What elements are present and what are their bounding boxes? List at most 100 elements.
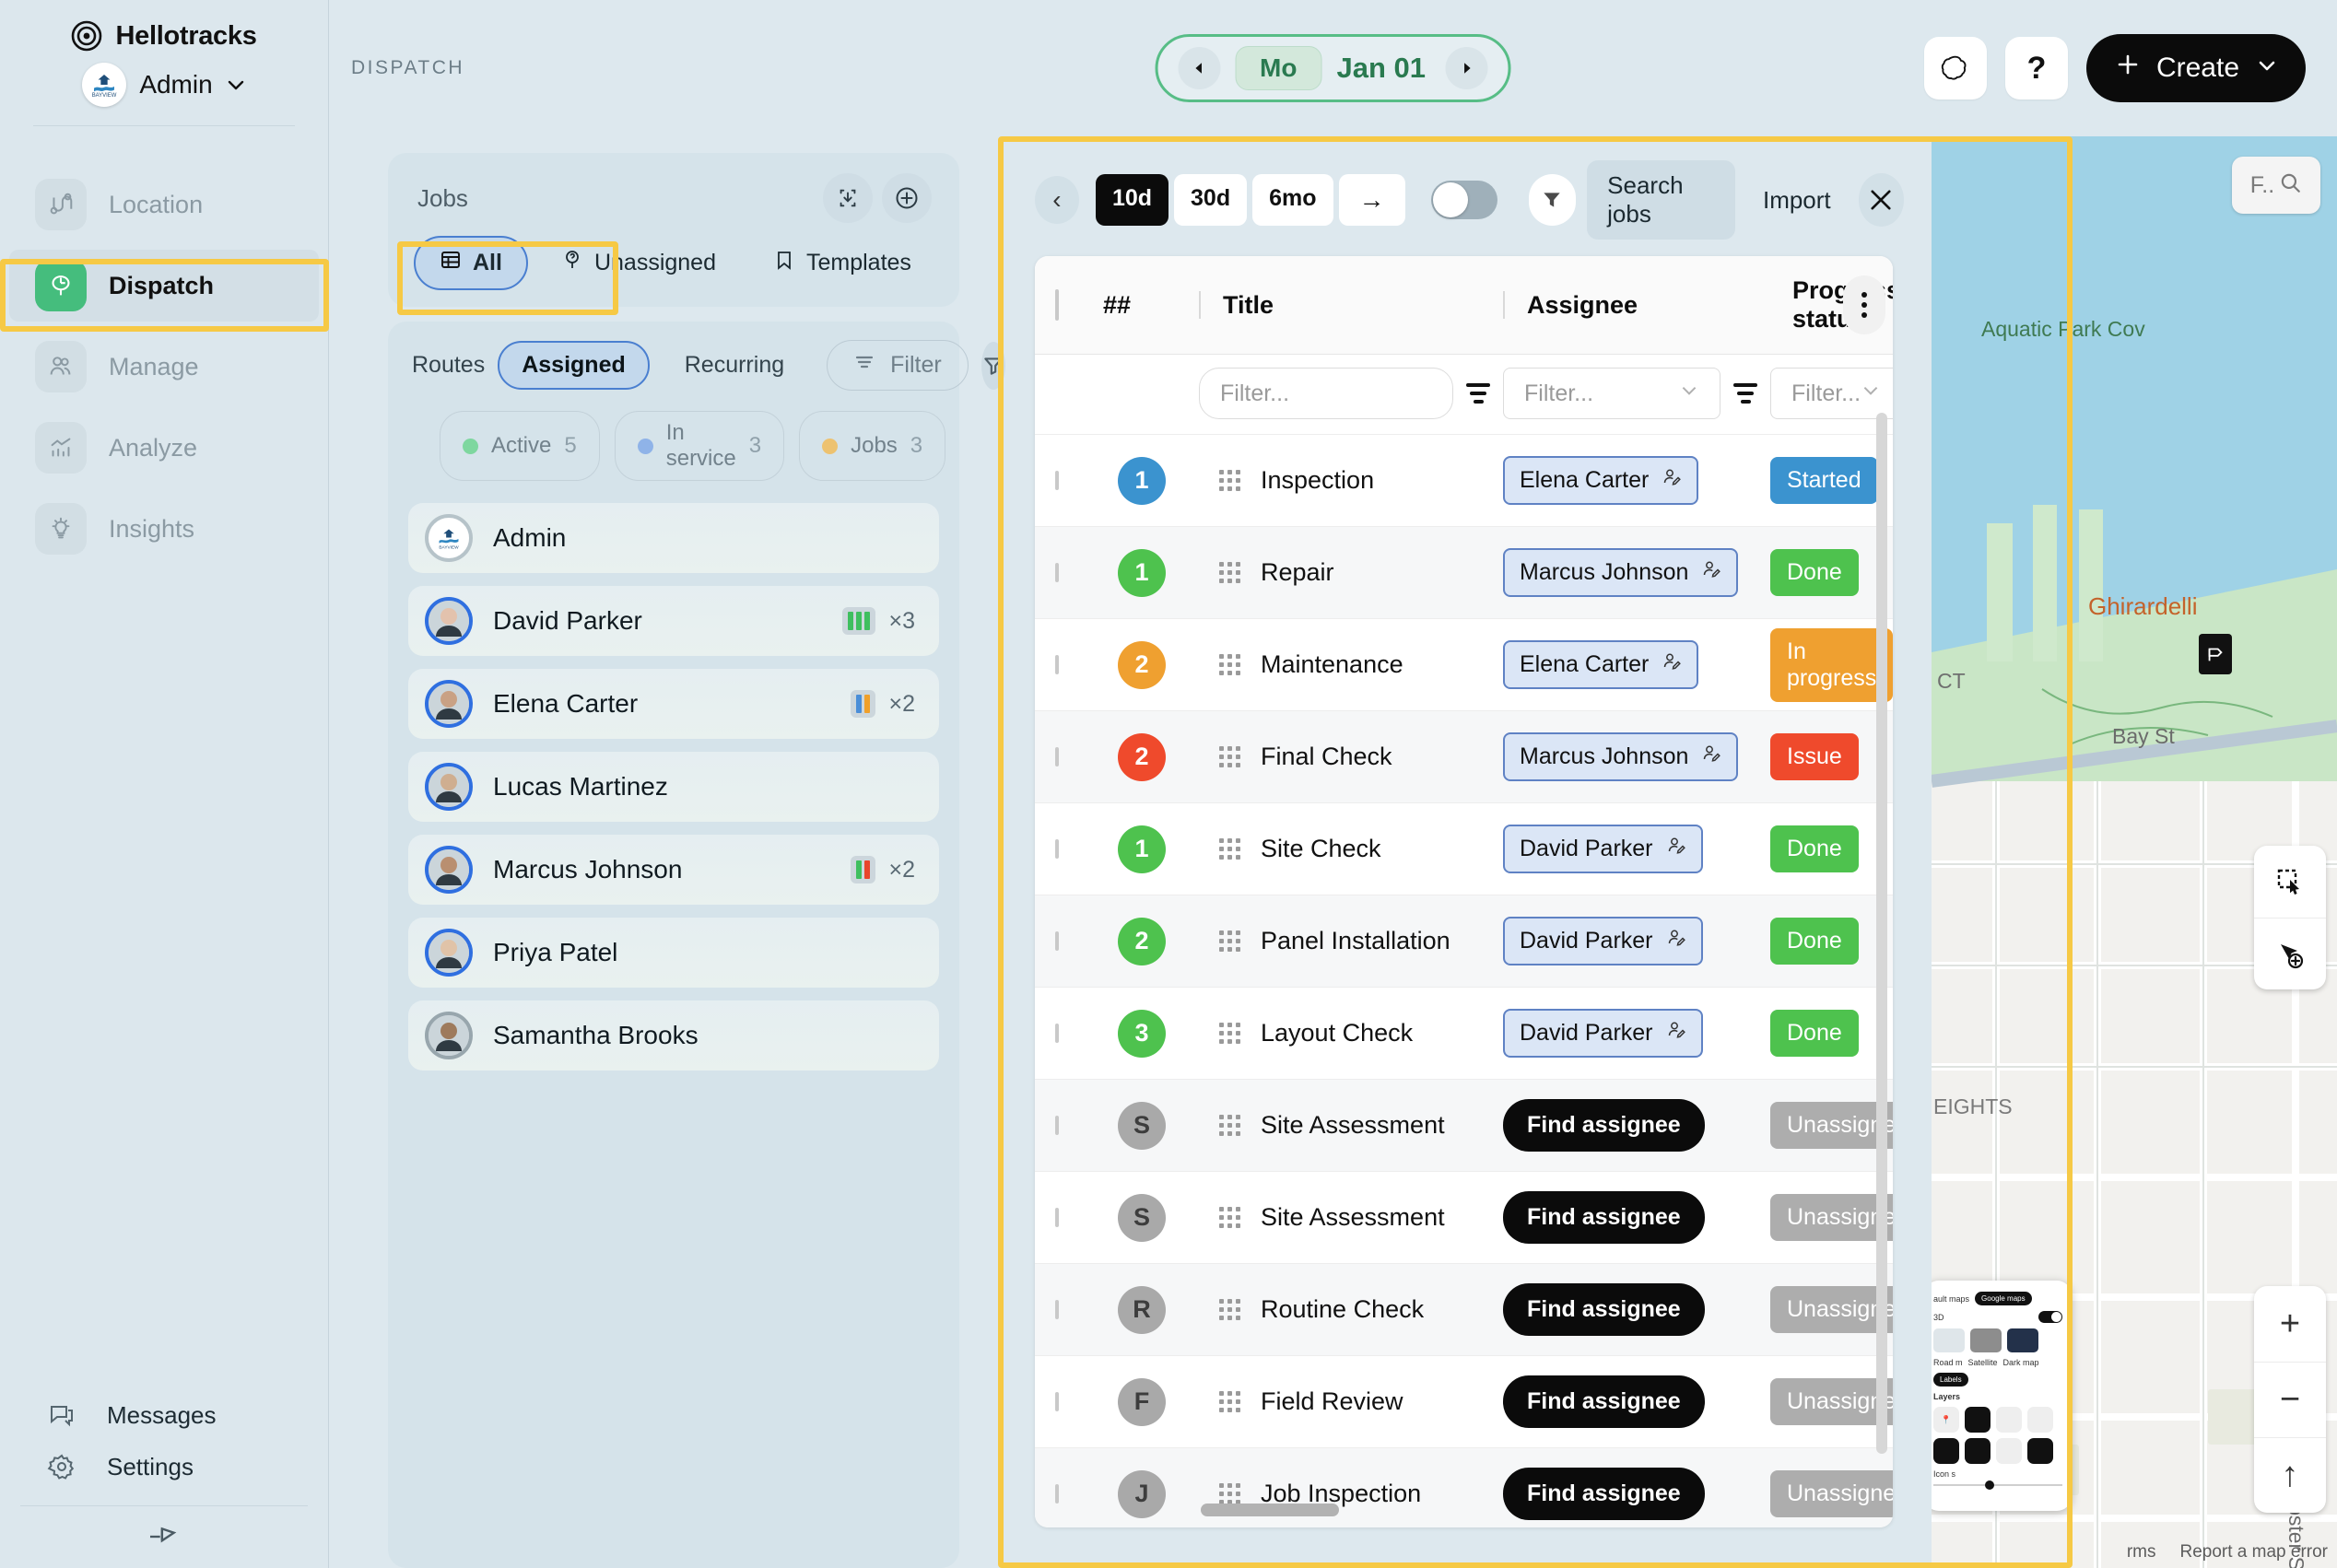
chip-active[interactable]: Active 5 xyxy=(440,411,600,481)
drag-handle-icon[interactable] xyxy=(1219,746,1240,767)
zoom-in-button[interactable]: + xyxy=(2279,1304,2301,1343)
more-vertical-icon[interactable] xyxy=(1843,275,1885,334)
find-assignee-button[interactable]: Find assignee xyxy=(1503,1468,1705,1520)
status-badge[interactable]: Unassigned xyxy=(1770,1194,1893,1241)
layer-places-icon[interactable]: 📍 xyxy=(1933,1407,1959,1433)
map-terms-link[interactable]: rms xyxy=(2126,1542,2156,1562)
column-header-progress-status[interactable]: Progress status xyxy=(1770,256,1893,355)
find-assignee-button[interactable]: Find assignee xyxy=(1503,1191,1705,1244)
table-row[interactable]: J Job Inspection Find assignee Unassigned xyxy=(1035,1447,1893,1527)
drag-handle-icon[interactable] xyxy=(1219,1299,1240,1320)
row-checkbox[interactable] xyxy=(1055,1483,1059,1504)
table-row[interactable]: 2 Panel Installation David Parker Done xyxy=(1035,895,1893,988)
assignee-pill[interactable]: Elena Carter xyxy=(1503,456,1699,505)
layer-zones-icon[interactable] xyxy=(1996,1407,2022,1433)
icon-size-slider[interactable] xyxy=(1933,1480,2062,1490)
list-item[interactable]: Elena Carter ×2 xyxy=(408,669,939,739)
routes-filter-button[interactable]: Filter xyxy=(827,340,969,391)
row-checkbox[interactable] xyxy=(1055,562,1059,582)
chip-in-service[interactable]: In service 3 xyxy=(614,411,785,481)
find-assignee-button[interactable]: Find assignee xyxy=(1503,1375,1705,1428)
zoom-out-button[interactable]: − xyxy=(2254,1362,2326,1437)
date-value[interactable]: Jan 01 xyxy=(1336,52,1426,84)
table-vertical-scrollbar[interactable] xyxy=(1876,413,1887,1454)
table-row[interactable]: S Site Assessment Find assignee Unassigned xyxy=(1035,1079,1893,1172)
assignee-pill[interactable]: Elena Carter xyxy=(1503,640,1699,689)
triangle-right-icon[interactable] xyxy=(1445,47,1488,89)
date-weekday[interactable]: Mo xyxy=(1235,46,1322,90)
tab-unassigned[interactable]: Unassigned xyxy=(537,238,740,288)
list-item[interactable]: David Parker ×3 xyxy=(408,586,939,656)
status-badge[interactable]: Unassigned xyxy=(1770,1470,1893,1517)
marquee-select-icon[interactable] xyxy=(2254,846,2326,918)
row-checkbox[interactable] xyxy=(1055,930,1059,951)
sidebar-item-dispatch[interactable]: Dispatch xyxy=(9,250,319,322)
table-row[interactable]: 3 Layout Check David Parker Done xyxy=(1035,987,1893,1080)
column-header-title[interactable]: Title xyxy=(1199,256,1503,355)
openai-sparkle-icon[interactable] xyxy=(1923,37,1987,99)
add-cursor-icon[interactable] xyxy=(2254,918,2326,989)
labels-chip[interactable]: Labels xyxy=(1933,1373,1968,1387)
satellite-tile[interactable] xyxy=(1970,1328,2002,1352)
triangle-left-icon[interactable] xyxy=(1178,47,1221,89)
assignee-pill[interactable]: David Parker xyxy=(1503,917,1703,965)
status-badge[interactable]: Unassigned xyxy=(1770,1286,1893,1333)
drag-handle-icon[interactable] xyxy=(1219,654,1240,675)
table-row[interactable]: 1 Repair Marcus Johnson Done xyxy=(1035,526,1893,619)
view-toggle[interactable] xyxy=(1430,181,1497,219)
row-checkbox[interactable] xyxy=(1055,838,1059,859)
column-header-assignee[interactable]: Assignee xyxy=(1503,256,1770,355)
sidebar-item-messages[interactable]: Messages xyxy=(9,1389,319,1441)
list-item[interactable]: Priya Patel xyxy=(408,918,939,988)
drag-handle-icon[interactable] xyxy=(1219,1115,1240,1136)
list-item[interactable]: BAYVIEW Admin xyxy=(408,503,939,573)
status-badge[interactable]: Done xyxy=(1770,1010,1859,1057)
segment-recurring[interactable]: Recurring xyxy=(684,352,785,378)
status-badge[interactable]: Unassigned xyxy=(1770,1102,1893,1149)
default-maps-label[interactable]: ault maps xyxy=(1933,1293,1970,1304)
sidebar-item-insights[interactable]: Insights xyxy=(9,493,319,565)
status-badge[interactable]: Started xyxy=(1770,457,1878,504)
table-row[interactable]: 1 Site Check David Parker Done xyxy=(1035,802,1893,895)
tab-templates[interactable]: Templates xyxy=(749,238,935,288)
collapse-sidebar-button[interactable] xyxy=(20,1505,308,1561)
sidebar-item-analyze[interactable]: Analyze xyxy=(9,412,319,484)
search-jobs-button[interactable]: Search jobs xyxy=(1587,160,1735,240)
map-job-pin[interactable] xyxy=(2199,634,2232,674)
map-report-error-link[interactable]: Report a map error xyxy=(2179,1542,2328,1562)
table-row[interactable]: R Routine Check Find assignee Unassigned xyxy=(1035,1263,1893,1356)
find-assignee-button[interactable]: Find assignee xyxy=(1503,1283,1705,1336)
status-filter-select[interactable]: Filter... xyxy=(1770,368,1893,419)
layer-jobs-icon[interactable] xyxy=(2027,1407,2053,1433)
segment-assigned[interactable]: Assigned xyxy=(498,341,650,390)
table-row[interactable]: 2 Maintenance Elena Carter In progress xyxy=(1035,618,1893,711)
table-row[interactable]: 2 Final Check Marcus Johnson Issue xyxy=(1035,710,1893,803)
sidebar-item-manage[interactable]: Manage xyxy=(9,331,319,403)
road-map-tile[interactable] xyxy=(1933,1328,1965,1352)
layer-trips-icon[interactable] xyxy=(2027,1438,2053,1464)
assignee-pill[interactable]: Marcus Johnson xyxy=(1503,732,1739,781)
title-filter-menu-icon[interactable] xyxy=(1466,383,1490,404)
table-row[interactable]: S Site Assessment Find assignee Unassigned xyxy=(1035,1171,1893,1264)
row-checkbox[interactable] xyxy=(1055,1023,1059,1043)
assignee-filter-select[interactable]: Filter... xyxy=(1503,368,1720,419)
status-badge[interactable]: Issue xyxy=(1770,733,1859,780)
drag-handle-icon[interactable] xyxy=(1219,1391,1240,1412)
assignee-pill[interactable]: Marcus Johnson xyxy=(1503,548,1739,597)
close-icon[interactable] xyxy=(1858,173,1904,227)
select-all-checkbox[interactable] xyxy=(1055,288,1059,321)
range-10d[interactable]: 10d xyxy=(1095,174,1169,226)
row-checkbox[interactable] xyxy=(1055,1207,1059,1227)
drag-handle-icon[interactable] xyxy=(1219,1207,1240,1228)
chip-jobs[interactable]: Jobs 3 xyxy=(799,411,946,481)
three-d-toggle[interactable] xyxy=(2038,1311,2062,1323)
map-panel[interactable]: F.. Aquatic Park Cov Ghirardelli CT Bay … xyxy=(1932,136,2337,1568)
range-30d[interactable]: 30d xyxy=(1174,174,1248,226)
table-row[interactable]: 1 Inspection Elena Carter Started xyxy=(1035,434,1893,527)
drag-handle-icon[interactable] xyxy=(1219,930,1240,952)
sidebar-item-settings[interactable]: Settings xyxy=(9,1441,319,1492)
dark-map-tile[interactable] xyxy=(2007,1328,2038,1352)
layer-waypoints-icon[interactable] xyxy=(1965,1438,1991,1464)
status-badge[interactable]: Done xyxy=(1770,825,1859,872)
assignee-pill[interactable]: David Parker xyxy=(1503,825,1703,873)
